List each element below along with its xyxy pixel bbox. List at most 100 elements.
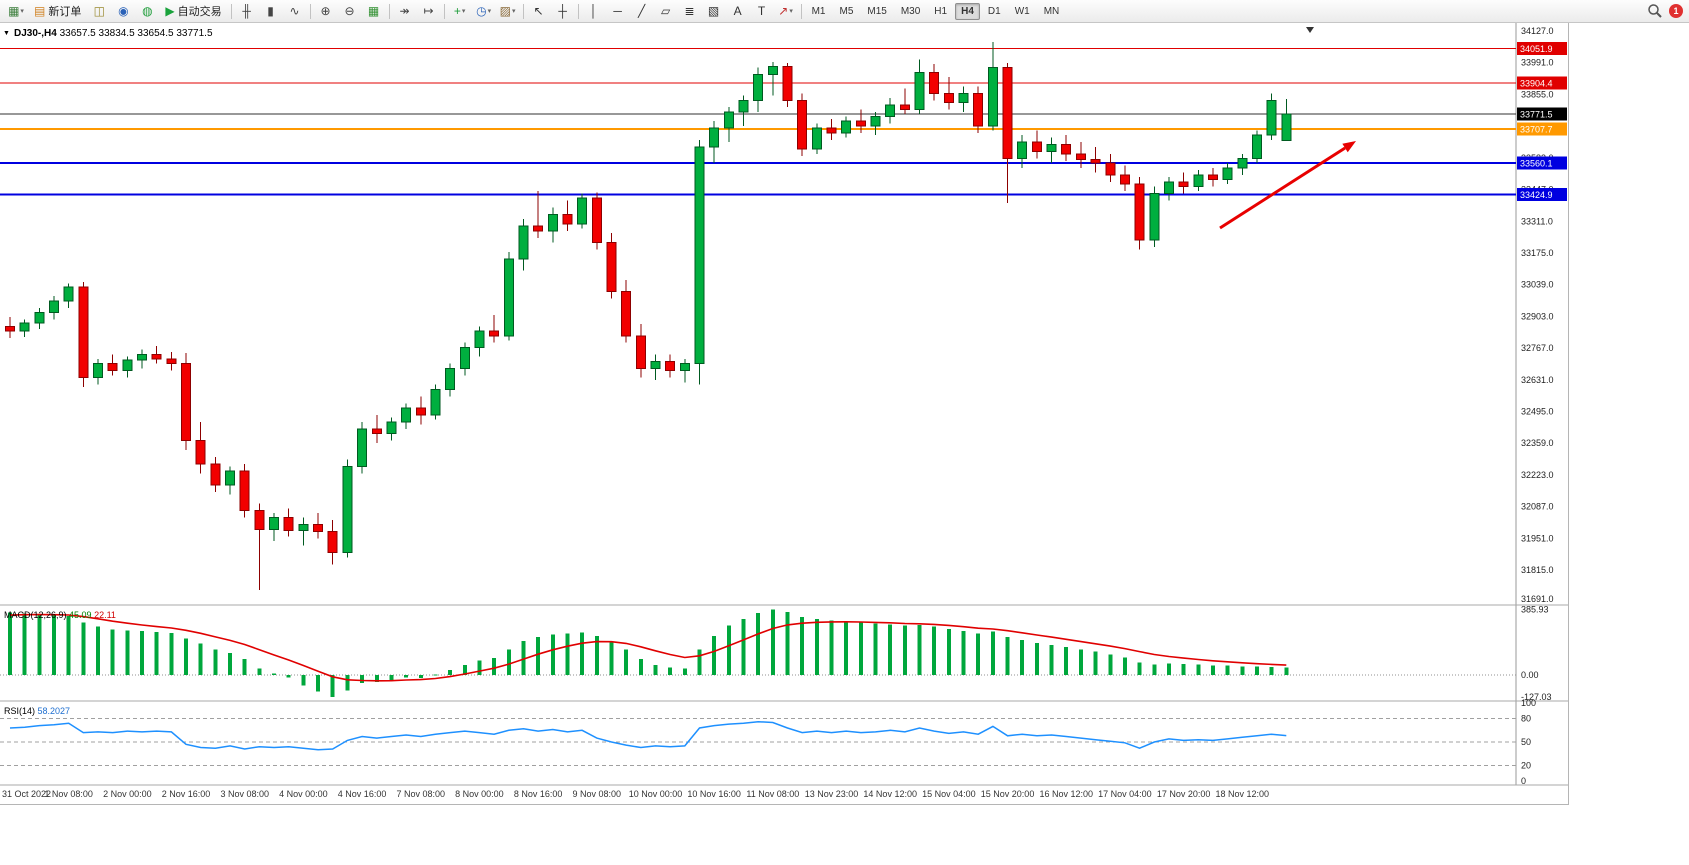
svg-text:32359.0: 32359.0 [1521, 438, 1554, 448]
candle-body [1119, 174, 1130, 185]
timeframe-button-w1[interactable]: W1 [1014, 5, 1030, 17]
candle-body [34, 311, 45, 324]
macd-histogram-bar [1225, 665, 1230, 676]
timeframe-button-m1[interactable]: M1 [811, 5, 826, 17]
shapes-button[interactable]: ▧ [702, 1, 726, 22]
svg-text:4 Nov 16:00: 4 Nov 16:00 [338, 789, 387, 799]
macd-histogram-bar [814, 618, 819, 676]
candle-body [533, 225, 544, 232]
timeframe-button-m30[interactable]: M30 [900, 5, 921, 17]
new-order-button[interactable]: ▤ 新订单 [28, 1, 87, 22]
candle-body [1134, 183, 1145, 241]
new-chart-button[interactable]: ▦ ▾ [4, 1, 28, 22]
macd-histogram-bar [1196, 664, 1201, 676]
candle-body [973, 92, 984, 127]
chart-shift-button[interactable]: ↦ [417, 1, 441, 22]
chevron-down-icon: ▾ [511, 7, 516, 15]
macd-histogram-bar [565, 633, 570, 676]
macd-histogram-bar [1181, 663, 1186, 676]
svg-text:14 Nov 12:00: 14 Nov 12:00 [863, 789, 917, 799]
candle-body [1207, 174, 1218, 181]
macd-histogram-bar [1122, 657, 1127, 676]
candle-body [5, 325, 15, 332]
macd-histogram-bar [52, 615, 57, 676]
horizontal-line-button[interactable]: ─ [606, 1, 630, 22]
macd-signal-line [9, 613, 1287, 682]
autotrading-button[interactable]: ▶ 自动交易 [159, 1, 227, 22]
tile-windows-button[interactable]: ▦ [362, 1, 386, 22]
line-chart-icon: ∿ [289, 4, 300, 18]
templates-button[interactable]: ▨ ▾ [496, 1, 520, 22]
candle-body [166, 358, 177, 365]
indicators-button[interactable]: + ▾ [448, 1, 472, 22]
zoom-in-button[interactable]: ⊕ [314, 1, 338, 22]
candle-body [1251, 134, 1262, 160]
search-icon[interactable] [1647, 3, 1663, 19]
timeframe-button-mn[interactable]: MN [1043, 5, 1060, 17]
macd-label: MACD(12,26,9) 45.09 22.11 [4, 610, 116, 620]
indicators-plus-icon: + [453, 4, 461, 18]
crosshair-button[interactable]: ┼ [551, 1, 575, 22]
candle-body [1046, 144, 1057, 153]
vertical-line-button[interactable]: │ [582, 1, 606, 22]
auto-scroll-button[interactable]: ↠ [393, 1, 417, 22]
fibonacci-button[interactable]: ≣ [678, 1, 702, 22]
svg-text:385.93: 385.93 [1521, 604, 1549, 614]
text-label-button[interactable]: T [750, 1, 774, 22]
collapse-triangle-icon[interactable]: ▼ [3, 30, 10, 37]
line-chart-type-button[interactable]: ∿ [283, 1, 307, 22]
timeframe-button-d1[interactable]: D1 [987, 5, 1001, 17]
svg-text:33424.9: 33424.9 [1520, 190, 1553, 200]
candlestick-type-button[interactable]: ▮ [259, 1, 283, 22]
macd-histogram-bar [785, 612, 790, 676]
macd-histogram-bar [726, 625, 731, 676]
toolbar-separator [230, 3, 232, 19]
candle-body [357, 428, 368, 467]
data-window-button[interactable]: ◉ [111, 1, 135, 22]
periods-button[interactable]: ◷ ▾ [472, 1, 496, 22]
profiles-button[interactable]: ◫ [87, 1, 111, 22]
chart-canvas[interactable]: 34127.033991.033855.033719.033583.033447… [0, 23, 1568, 804]
notification-badge[interactable]: 1 [1669, 4, 1683, 18]
candle-body [709, 127, 720, 148]
candle-body [635, 335, 646, 369]
candle-body [1105, 162, 1116, 176]
svg-text:32631.0: 32631.0 [1521, 375, 1554, 385]
candle-body [489, 330, 500, 337]
candle-body [1193, 174, 1204, 188]
macd-histogram-bar [8, 612, 12, 676]
price-label-33707.7: 33707.7 [1517, 122, 1567, 136]
macd-histogram-bar [609, 641, 614, 676]
arrows-tool-button[interactable]: ↗ ▾ [774, 1, 798, 22]
timeframe-button-m5[interactable]: M5 [839, 5, 854, 17]
chart-shift-marker[interactable] [1306, 27, 1314, 33]
channel-icon: ▱ [660, 4, 671, 18]
text-button[interactable]: A [726, 1, 750, 22]
svg-text:33039.0: 33039.0 [1521, 280, 1554, 290]
trendline-button[interactable]: ╱ [630, 1, 654, 22]
channel-button[interactable]: ▱ [654, 1, 678, 22]
candle-body [415, 407, 426, 416]
macd-histogram-bar [873, 623, 878, 676]
chart-window[interactable]: 34127.033991.033855.033719.033583.033447… [0, 23, 1569, 805]
candle-body [49, 300, 60, 313]
mql5-button[interactable]: ◍ [135, 1, 159, 22]
chart-ohlc-info: ▼ DJ30-,H4 33657.5 33834.5 33654.5 33771.… [3, 28, 213, 39]
timeframe-button-m15[interactable]: M15 [867, 5, 887, 17]
candle-body [430, 388, 441, 416]
timeframe-button-h4[interactable]: H4 [955, 2, 980, 20]
trend-arrow-annotation[interactable] [1219, 141, 1356, 230]
macd-histogram-bar [917, 624, 922, 676]
svg-text:18 Nov 12:00: 18 Nov 12:00 [1216, 789, 1270, 799]
cursor-button[interactable]: ↖ [527, 1, 551, 22]
bar-chart-type-button[interactable]: ╫ [235, 1, 259, 22]
new-order-icon: ▤ [34, 4, 46, 18]
svg-text:80: 80 [1521, 714, 1531, 724]
arrow-tool-icon: ↗ [778, 4, 789, 18]
zoom-out-button[interactable]: ⊖ [338, 1, 362, 22]
macd-histogram-bar [154, 632, 159, 676]
candle-body [474, 330, 485, 348]
timeframe-button-h1[interactable]: H1 [934, 5, 948, 17]
